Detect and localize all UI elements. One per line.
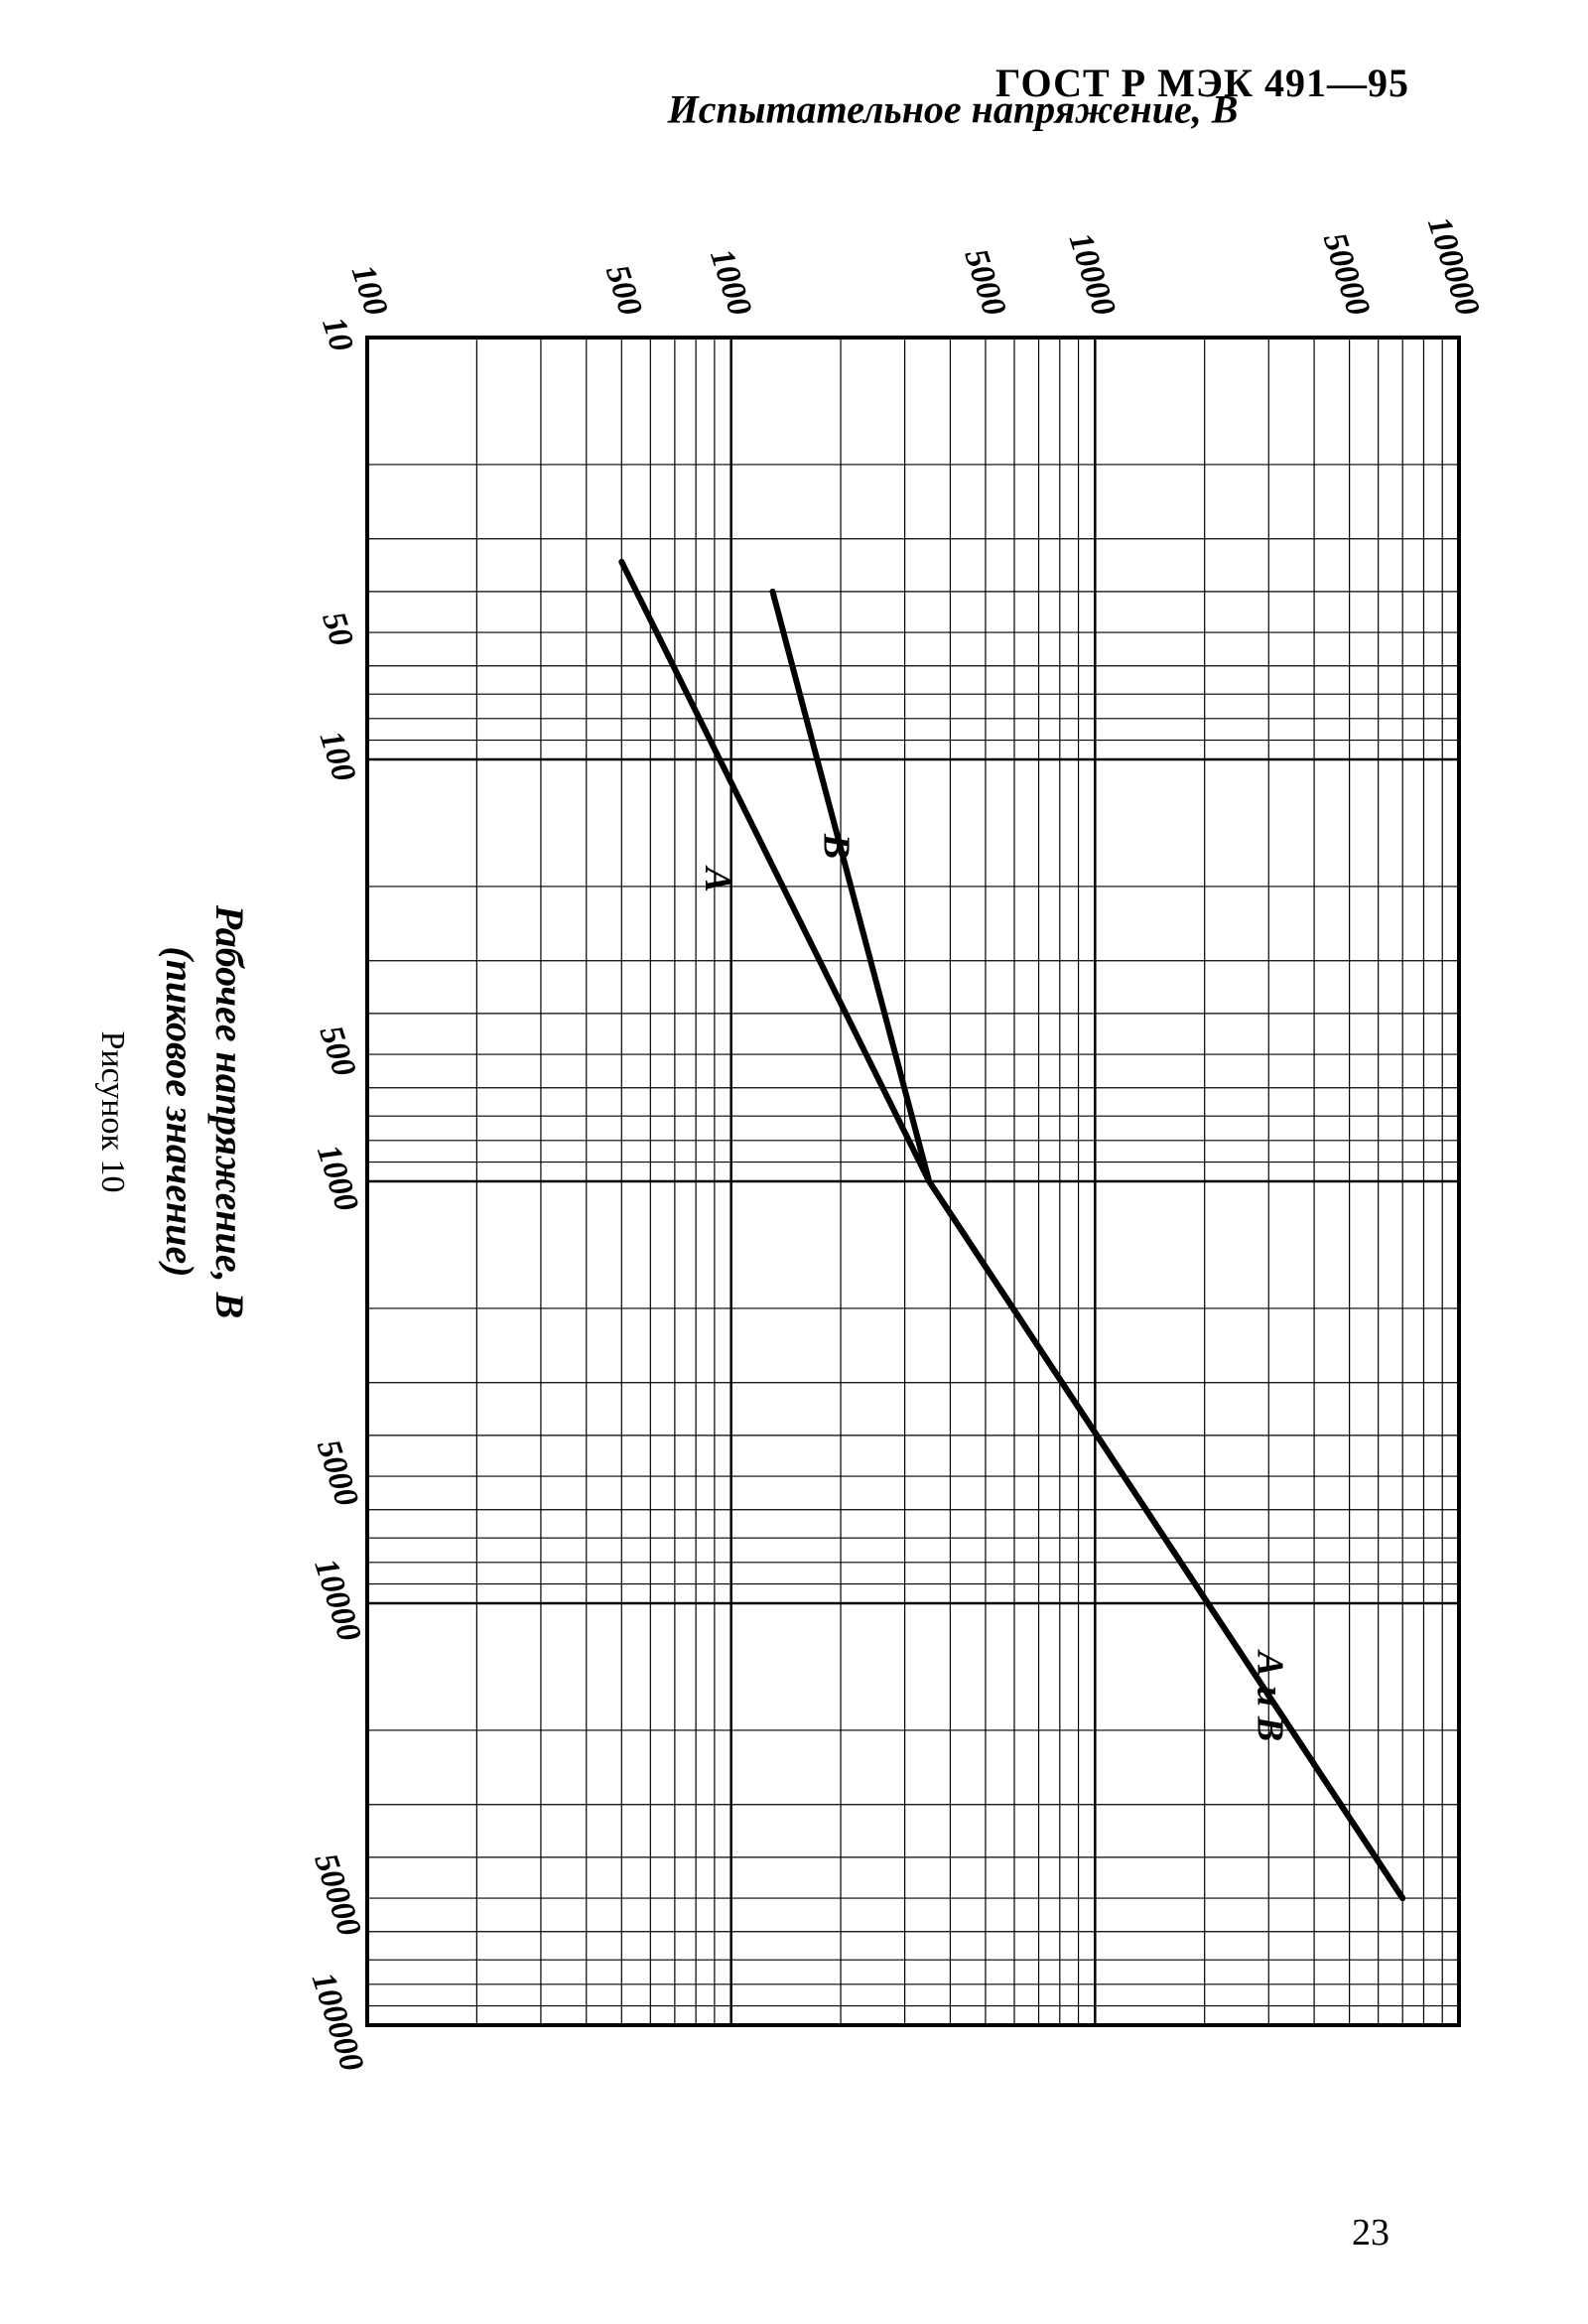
curve-label-B: B: [815, 833, 857, 859]
curve-label-A: A: [697, 865, 738, 891]
y-tick-label: 50000: [1316, 228, 1377, 320]
x-tick-label: 50: [315, 608, 360, 651]
y-tick-label: 1000: [703, 244, 758, 320]
x-tick-label: 500: [313, 1022, 363, 1081]
x-axis-sublabel: (пиковое значение): [157, 119, 203, 2105]
x-tick-label: 50000: [308, 1849, 368, 1941]
x-tick-label: 100: [313, 727, 363, 786]
y-axis-label: Испытательное напряжение, В: [506, 86, 1399, 133]
log-log-chart: 10 50 100 500 1000 5000 10000 50000 100000 100 500…: [308, 208, 1499, 2075]
y-tick-label: 5000: [957, 244, 1012, 320]
x-tick-label: 10000: [308, 1555, 368, 1646]
x-tick-label: 1000: [310, 1141, 365, 1216]
x-axis-label: Рабочее напряжение, В: [206, 119, 253, 2105]
figure-caption: Рисунок 10: [93, 119, 131, 2105]
y-tick-label: 10000: [1061, 228, 1122, 320]
x-tick-label: 100000: [308, 1969, 370, 2075]
page-number: 23: [1352, 2211, 1390, 2255]
y-tick-label: 500: [598, 261, 649, 321]
x-tick-label: 5000: [310, 1435, 365, 1511]
y-tick-label: 100000: [1420, 212, 1487, 320]
curve-label-AiB: А и В: [1249, 1649, 1290, 1741]
x-tick-label: 10: [315, 313, 360, 356]
y-tick-label: 100: [344, 261, 395, 321]
figure-container: Испытательное напряжение, В 105010050010…: [89, 119, 1499, 2105]
